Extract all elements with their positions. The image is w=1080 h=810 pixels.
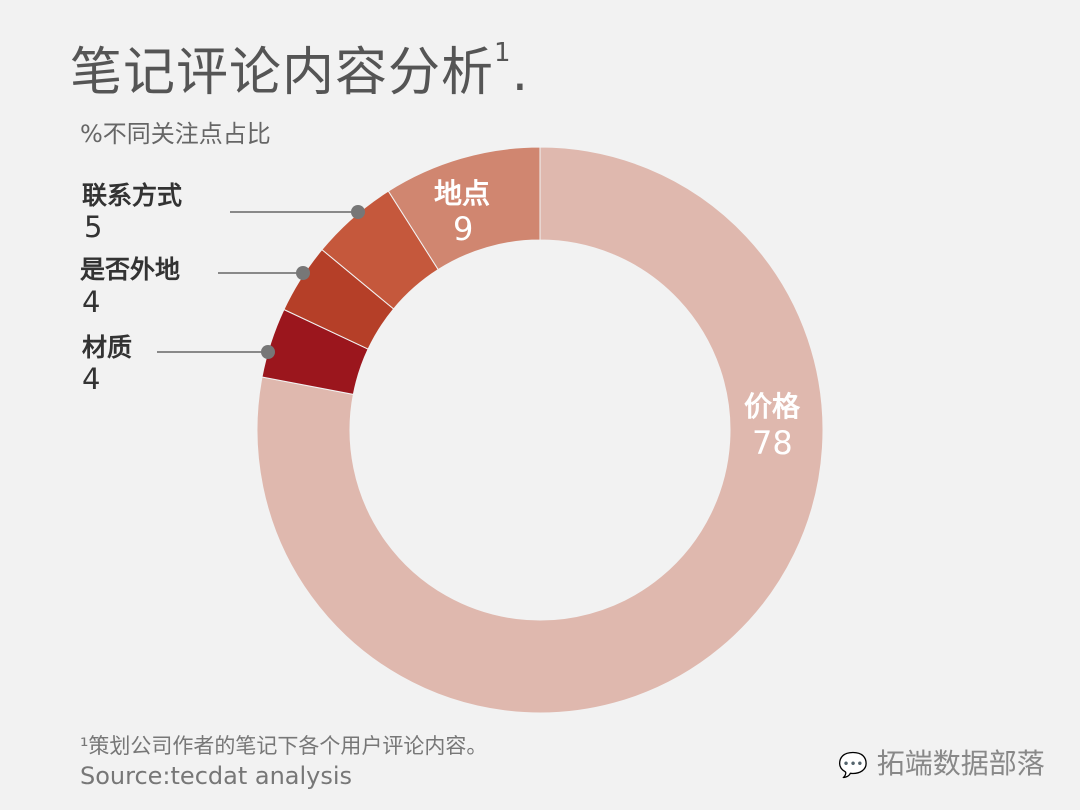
leader-caizhi-dot [261,345,275,359]
value-didian: 9 [453,210,474,248]
label-didian: 地点 [434,177,491,210]
watermark: 💬 拓端数据部落 [838,742,1045,782]
leader-waidi-dot [296,266,310,280]
value-caizhi: 4 [82,362,101,396]
source-note: Source:tecdat analysis [80,762,353,790]
title-suffix: . [511,43,530,103]
title-text: 笔记评论内容分析 [70,43,495,103]
chart-title: 笔记评论内容分析1. [70,30,529,105]
slice-4 [387,146,541,271]
label-caizhi: 材质 [82,333,133,362]
label-lianxi: 联系方式 [82,181,183,210]
value-jiage: 78 [752,424,793,462]
watermark-text: 拓端数据部落 [876,747,1045,780]
chart-subtitle: %不同关注点占比 [80,120,271,148]
leader-lianxi-dot [351,205,365,219]
footnote: ¹策划公司作者的笔记下各个用户评论内容。 [80,734,488,758]
value-waidi: 4 [82,285,101,319]
slice-0 [256,146,824,714]
title-footnote-mark: 1 [494,38,512,68]
label-waidi: 是否外地 [80,255,181,284]
wechat-icon: 💬 [838,751,868,779]
value-lianxi: 5 [84,210,103,244]
label-jiage: 价格 [744,390,801,423]
